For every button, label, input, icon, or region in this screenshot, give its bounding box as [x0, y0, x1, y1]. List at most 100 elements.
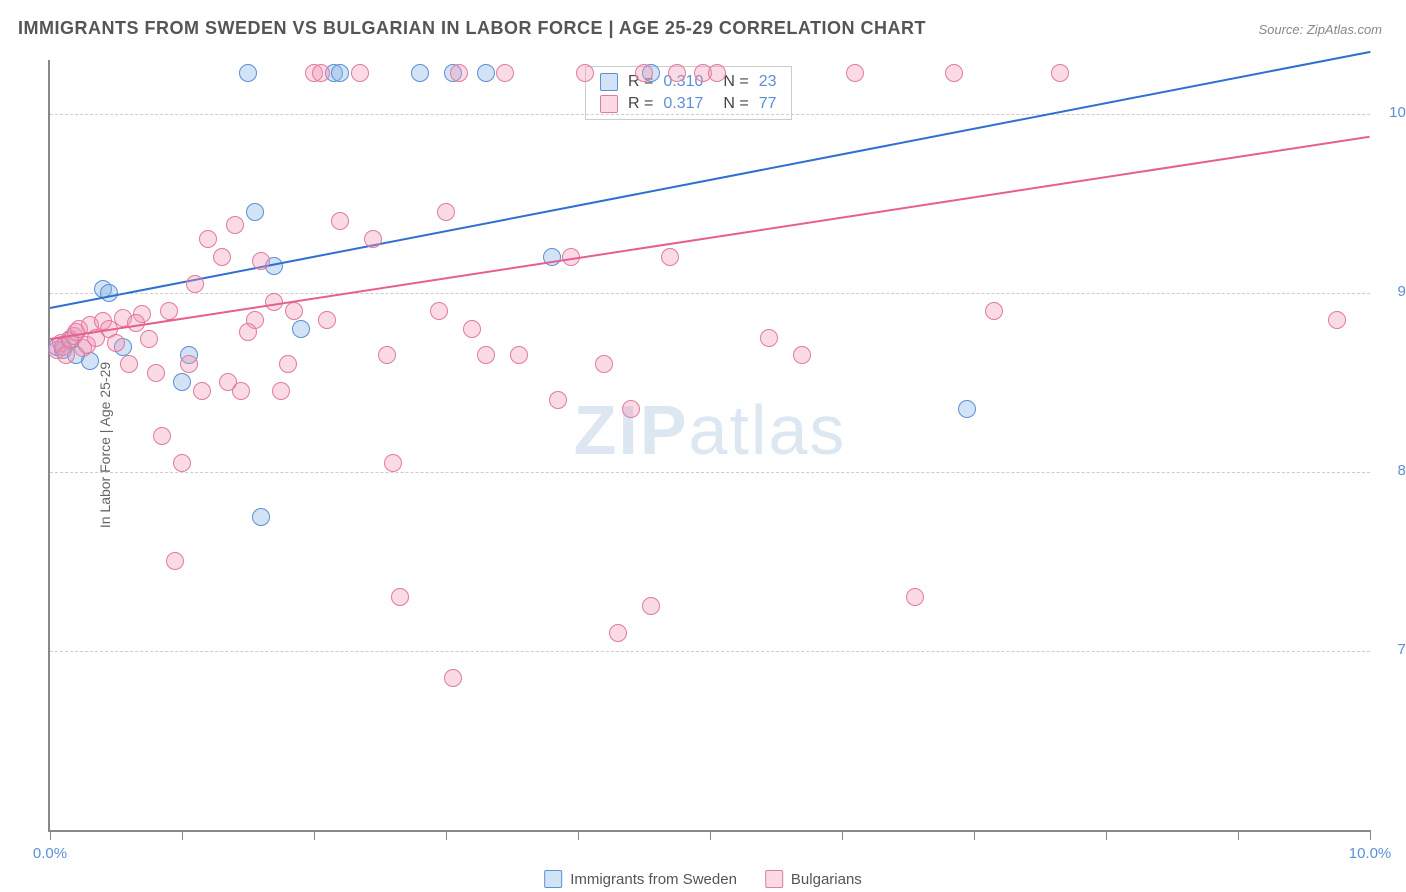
scatter-point — [958, 400, 976, 418]
scatter-point — [193, 382, 211, 400]
stats-n-value: 77 — [759, 95, 777, 113]
scatter-point — [496, 64, 514, 82]
scatter-point — [100, 284, 118, 302]
scatter-point — [642, 597, 660, 615]
scatter-point — [120, 355, 138, 373]
stats-row: R =0.310N =23 — [586, 71, 791, 93]
scatter-point — [199, 230, 217, 248]
stats-n-value: 23 — [759, 73, 777, 91]
scatter-point — [57, 346, 75, 364]
gridline — [50, 114, 1370, 115]
y-tick-label: 90.0% — [1380, 283, 1406, 300]
watermark: ZIPatlas — [574, 390, 847, 470]
gridline — [50, 293, 1370, 294]
scatter-point — [312, 64, 330, 82]
gridline — [50, 651, 1370, 652]
scatter-point — [444, 669, 462, 687]
x-tick-label: 0.0% — [33, 845, 67, 862]
stats-swatch — [600, 73, 618, 91]
scatter-point — [450, 64, 468, 82]
y-axis-label: In Labor Force | Age 25-29 — [97, 362, 113, 528]
scatter-point — [609, 624, 627, 642]
scatter-point — [186, 275, 204, 293]
scatter-point — [246, 203, 264, 221]
x-tick-label: 10.0% — [1349, 845, 1392, 862]
x-tick — [1238, 830, 1239, 840]
scatter-point — [477, 346, 495, 364]
scatter-point — [351, 64, 369, 82]
scatter-point — [239, 64, 257, 82]
scatter-point — [364, 230, 382, 248]
scatter-point — [153, 427, 171, 445]
scatter-point — [173, 373, 191, 391]
scatter-point — [272, 382, 290, 400]
scatter-point — [285, 302, 303, 320]
scatter-point — [226, 216, 244, 234]
x-tick — [446, 830, 447, 840]
scatter-point — [635, 64, 653, 82]
x-tick — [1370, 830, 1371, 840]
scatter-point — [793, 346, 811, 364]
x-tick — [974, 830, 975, 840]
scatter-point — [173, 454, 191, 472]
y-tick-label: 70.0% — [1380, 641, 1406, 658]
scatter-point — [252, 508, 270, 526]
scatter-point — [622, 400, 640, 418]
scatter-point — [239, 323, 257, 341]
stats-r-value: 0.317 — [663, 95, 703, 113]
scatter-point — [378, 346, 396, 364]
scatter-point — [708, 64, 726, 82]
x-tick — [1106, 830, 1107, 840]
x-tick — [182, 830, 183, 840]
scatter-point — [463, 320, 481, 338]
scatter-point — [160, 302, 178, 320]
legend-swatch-sweden — [544, 870, 562, 888]
legend: Immigrants from Sweden Bulgarians — [544, 870, 862, 888]
scatter-point — [437, 203, 455, 221]
trend-line — [50, 135, 1370, 339]
stats-r-label: R = — [628, 95, 653, 113]
stats-row: R = 0.317 N = 77 — [586, 93, 791, 115]
stats-swatch — [600, 95, 618, 113]
scatter-point — [945, 64, 963, 82]
scatter-point — [985, 302, 1003, 320]
y-tick-label: 80.0% — [1380, 462, 1406, 479]
legend-item-bulgarians: Bulgarians — [765, 870, 862, 888]
scatter-point — [252, 252, 270, 270]
scatter-point — [140, 330, 158, 348]
scatter-point — [232, 382, 250, 400]
legend-label: Immigrants from Sweden — [570, 871, 737, 888]
scatter-point — [430, 302, 448, 320]
scatter-point — [477, 64, 495, 82]
scatter-point — [279, 355, 297, 373]
source-attribution: Source: ZipAtlas.com — [1258, 22, 1382, 37]
scatter-point — [107, 334, 125, 352]
scatter-point — [1051, 64, 1069, 82]
x-tick — [50, 830, 51, 840]
scatter-point — [180, 355, 198, 373]
scatter-point — [331, 64, 349, 82]
scatter-point — [549, 391, 567, 409]
x-tick — [314, 830, 315, 840]
legend-item-sweden: Immigrants from Sweden — [544, 870, 737, 888]
scatter-point — [213, 248, 231, 266]
scatter-point — [906, 588, 924, 606]
scatter-point — [661, 248, 679, 266]
stats-n-label: N = — [723, 73, 748, 91]
scatter-point — [595, 355, 613, 373]
x-tick — [578, 830, 579, 840]
scatter-point — [292, 320, 310, 338]
legend-label: Bulgarians — [791, 871, 862, 888]
chart-title: IMMIGRANTS FROM SWEDEN VS BULGARIAN IN L… — [18, 18, 926, 39]
scatter-plot: In Labor Force | Age 25-29 ZIPatlas R = 0… — [48, 60, 1370, 832]
stats-n-label: N = — [723, 95, 748, 113]
x-tick — [842, 830, 843, 840]
scatter-point — [576, 64, 594, 82]
y-tick-label: 100.0% — [1380, 104, 1406, 121]
scatter-point — [384, 454, 402, 472]
scatter-point — [331, 212, 349, 230]
scatter-point — [760, 329, 778, 347]
scatter-point — [147, 364, 165, 382]
scatter-point — [1328, 311, 1346, 329]
correlation-stats-box: R =0.310N =23R =0.317N =77 — [585, 66, 792, 120]
